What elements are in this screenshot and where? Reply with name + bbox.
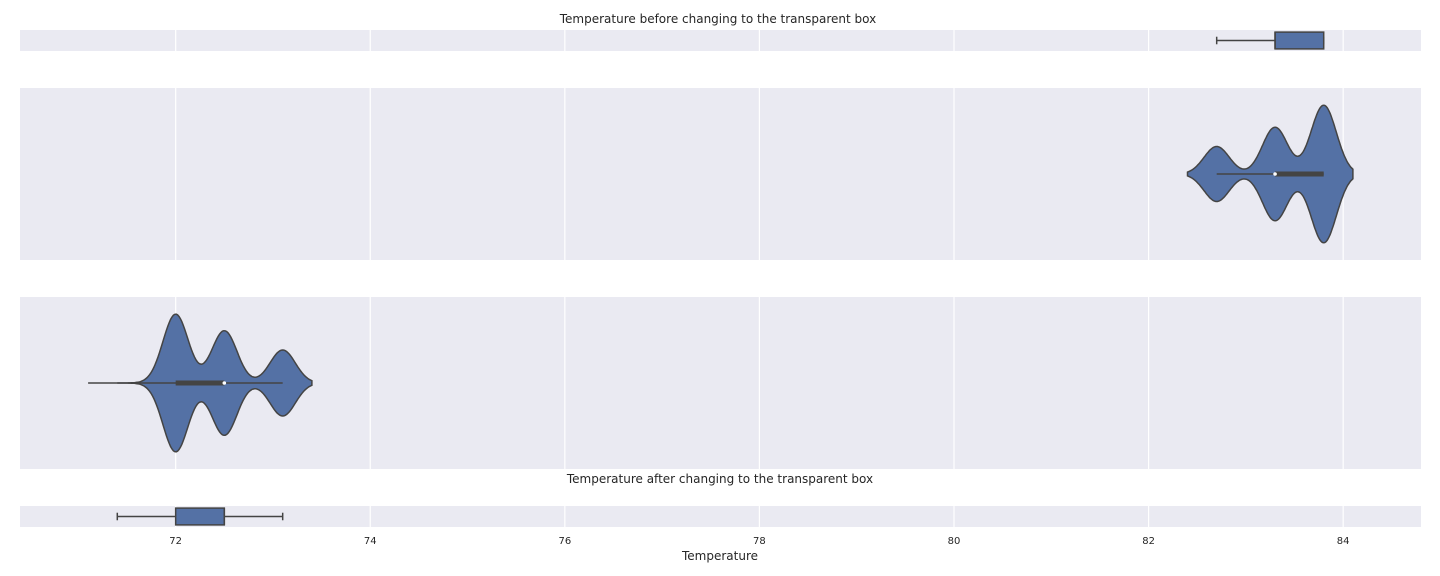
x-tick-label-78: 78	[753, 536, 766, 547]
x-tick-label-84: 84	[1337, 536, 1350, 547]
x-tick-label-80: 80	[948, 536, 961, 547]
x-tick-label-76: 76	[558, 536, 571, 547]
violin-median-1	[1273, 172, 1277, 176]
x-axis-label: Temperature	[681, 549, 758, 563]
x-tick-label-82: 82	[1142, 536, 1155, 547]
violin-median-2	[222, 381, 227, 385]
chart-title-after: Temperature after changing to the transp…	[566, 472, 873, 486]
box-iqr-3	[174, 507, 226, 526]
chart-title-before: Temperature before changing to the trans…	[559, 12, 876, 26]
box-iqr-0	[1274, 31, 1325, 50]
x-tick-label-72: 72	[169, 536, 182, 547]
x-tick-label-74: 74	[364, 536, 377, 547]
axes-background-0	[20, 30, 1421, 51]
plots-layer: 72 74 76 78 80 82 84	[20, 30, 1421, 547]
